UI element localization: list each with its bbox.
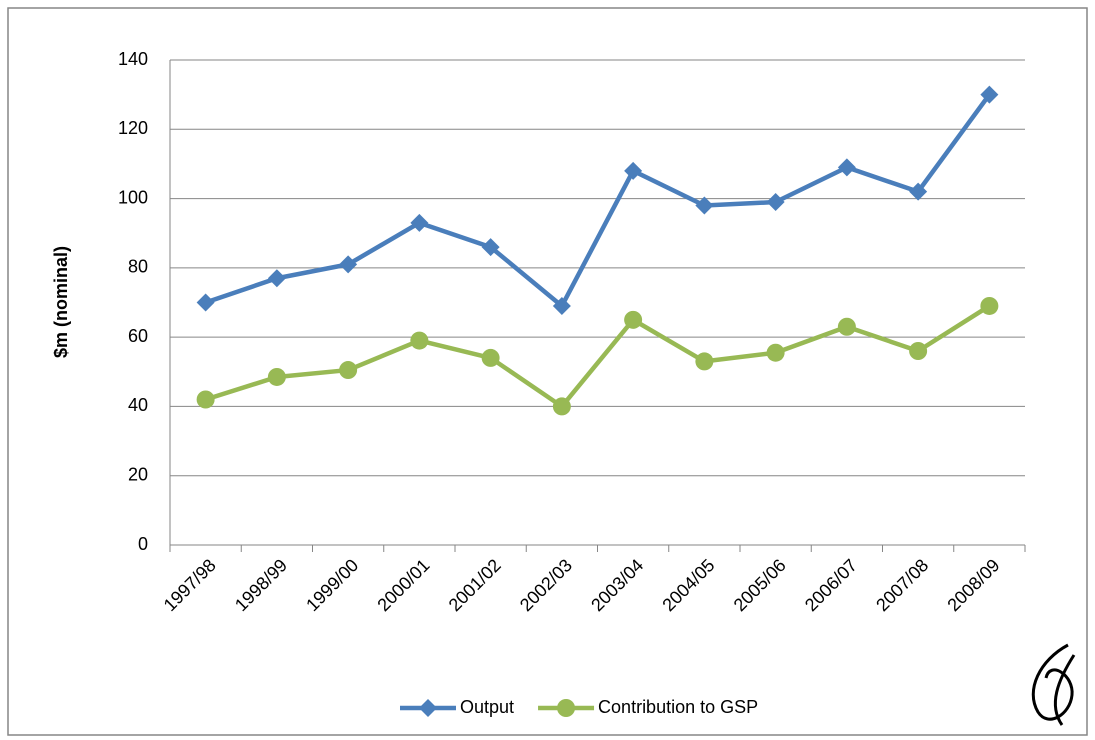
data-point bbox=[837, 317, 856, 336]
data-point bbox=[339, 361, 358, 380]
legend-marker bbox=[557, 699, 576, 717]
series-line bbox=[204, 93, 992, 309]
data-point bbox=[980, 85, 999, 104]
data-point bbox=[267, 269, 286, 288]
y-axis-label: $m (nominal) bbox=[51, 246, 71, 358]
y-tick-label: 100 bbox=[118, 187, 148, 207]
data-point bbox=[481, 238, 500, 257]
data-point bbox=[552, 296, 571, 315]
data-point bbox=[695, 352, 714, 371]
data-point bbox=[481, 348, 500, 367]
data-point bbox=[410, 331, 429, 350]
y-tick-label: 140 bbox=[118, 49, 148, 69]
y-tick-label: 40 bbox=[128, 395, 148, 415]
y-tick-label: 20 bbox=[128, 464, 148, 484]
logo bbox=[1031, 643, 1076, 726]
data-point bbox=[909, 182, 928, 201]
data-point bbox=[196, 293, 215, 312]
data-point bbox=[766, 193, 785, 212]
y-tick-label: 60 bbox=[128, 326, 148, 346]
y-tick-label: 80 bbox=[128, 257, 148, 277]
data-point bbox=[837, 158, 856, 177]
data-point bbox=[410, 213, 429, 232]
data-point bbox=[267, 367, 286, 386]
legend-marker bbox=[419, 699, 437, 717]
data-point bbox=[196, 390, 215, 409]
data-point bbox=[909, 342, 928, 360]
legend-label: Contribution to GSP bbox=[598, 697, 758, 717]
series-line bbox=[204, 304, 991, 409]
data-point bbox=[695, 196, 714, 215]
data-point bbox=[339, 255, 358, 274]
data-point bbox=[766, 343, 785, 362]
data-point bbox=[980, 296, 999, 315]
y-tick-label: 120 bbox=[118, 118, 148, 138]
y-tick-label: 0 bbox=[138, 534, 148, 554]
data-point bbox=[624, 161, 643, 180]
data-point bbox=[624, 310, 643, 329]
legend-label: Output bbox=[460, 697, 514, 717]
data-point bbox=[552, 397, 571, 416]
